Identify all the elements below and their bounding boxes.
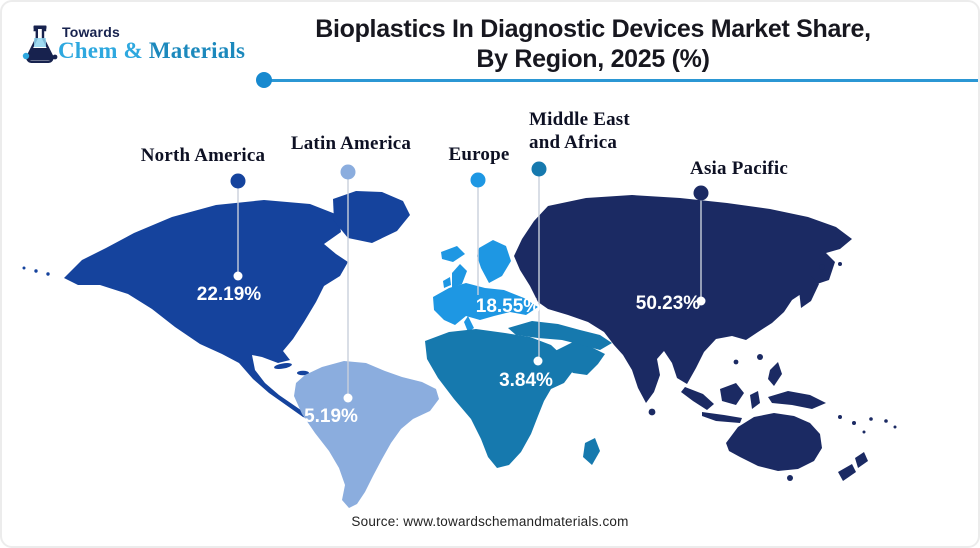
chart-title-line2: By Region, 2025 (%) <box>476 45 710 73</box>
sri-lanka-shape <box>648 408 656 416</box>
greenland-shape <box>333 191 410 243</box>
region-middle-east-africa <box>425 321 612 468</box>
logo-ampersand: & <box>117 38 149 63</box>
australia-shape <box>726 413 822 471</box>
logo-materials-text: Materials <box>148 38 246 63</box>
region-asia-pacific <box>514 195 897 481</box>
leader-endpoint-middle-east-africa <box>533 356 543 366</box>
iceland-shape <box>441 246 465 262</box>
sulawesi-shape <box>750 391 760 409</box>
africa-shape <box>425 329 573 468</box>
title-underline-dot <box>256 72 272 88</box>
value-label-middle-east-africa: 3.84% <box>499 370 553 391</box>
europe-mainland-shape <box>433 283 538 325</box>
leader-endpoint-latin-america <box>343 393 353 403</box>
japan-shape <box>799 276 819 308</box>
kuril-island <box>838 262 842 266</box>
new-zealand-north-shape <box>855 452 868 468</box>
hainan-shape <box>733 359 739 365</box>
north-america-mainland-shape <box>64 200 348 420</box>
scandinavia-shape <box>477 240 511 283</box>
region-label-north-america: North America <box>140 145 266 166</box>
pacific-island <box>884 419 888 423</box>
java-shape <box>702 412 742 423</box>
asia-mainland-shape <box>514 195 852 403</box>
label-dot-europe <box>470 172 486 188</box>
region-label-middle-east-africa: Middle East and Africa <box>529 108 630 154</box>
great-britain-shape <box>452 264 467 288</box>
leader-endpoint-north-america <box>233 271 243 281</box>
region-latin-america <box>294 361 439 508</box>
pacific-island <box>893 425 897 429</box>
region-label-europe: Europe <box>448 144 510 165</box>
pacific-island <box>862 430 866 434</box>
region-label-middle-east-africa-line1: Middle East <box>529 109 630 130</box>
south-america-shape <box>294 361 439 508</box>
region-label-latin-america: Latin America <box>290 133 412 154</box>
value-label-latin-america: 5.19% <box>304 406 358 427</box>
logo-company-name: Chem & Materials <box>58 38 245 64</box>
value-label-europe: 18.55% <box>476 296 541 317</box>
chart-title: Bioplastics In Diagnostic Devices Market… <box>212 14 974 74</box>
label-dot-asia-pacific <box>693 185 709 201</box>
cuba-shape <box>274 363 292 369</box>
turkey-iran-shape <box>508 321 612 350</box>
leader-endpoint-asia-pacific <box>696 296 706 306</box>
source-text: Source: www.towardschemandmaterials.com <box>351 514 629 529</box>
sumatra-shape <box>681 387 714 410</box>
logo-towards-text: Towards <box>62 24 120 40</box>
brand-logo: Towards Chem & Materials <box>18 22 268 74</box>
pacific-island <box>838 415 842 419</box>
region-europe <box>433 240 538 332</box>
label-dot-latin-america <box>340 164 356 180</box>
aleutian-island <box>46 272 50 276</box>
arabian-peninsula-shape <box>555 342 605 375</box>
region-label-asia-pacific: Asia Pacific <box>690 158 788 179</box>
ireland-shape <box>443 277 451 288</box>
borneo-shape <box>720 383 744 405</box>
italy-shape <box>464 316 474 332</box>
aleutian-island <box>22 266 26 270</box>
pacific-island <box>852 421 856 425</box>
hispaniola-shape <box>297 370 309 376</box>
logo-chem-text: Chem <box>58 38 118 63</box>
taiwan-shape <box>757 354 763 360</box>
chart-title-line1: Bioplastics In Diagnostic Devices Market… <box>315 15 871 43</box>
new-guinea-shape <box>768 391 826 409</box>
aleutian-island <box>34 269 38 273</box>
madagascar-shape <box>583 438 600 465</box>
value-label-asia-pacific: 50.23% <box>636 293 701 314</box>
pacific-island <box>869 417 873 421</box>
tasmania-shape <box>787 475 793 481</box>
region-label-middle-east-africa-line2: and Africa <box>529 132 618 153</box>
label-dot-north-america <box>230 173 246 189</box>
label-dot-middle-east-africa <box>531 161 547 177</box>
value-label-north-america: 22.19% <box>197 284 262 305</box>
japan-north-island <box>819 264 825 270</box>
philippines-shape <box>768 362 782 386</box>
new-zealand-south-shape <box>838 464 856 481</box>
flask-icon <box>22 25 58 64</box>
region-north-america <box>22 191 410 420</box>
title-underline <box>264 79 978 82</box>
